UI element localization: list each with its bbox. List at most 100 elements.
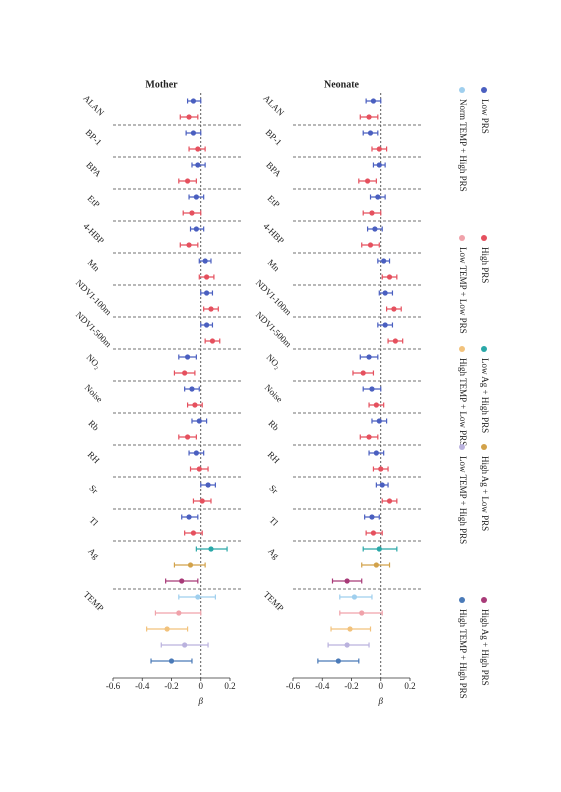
x-tick-label: -0.4 bbox=[315, 681, 330, 691]
group-label: Ag bbox=[266, 546, 281, 561]
point bbox=[184, 434, 191, 440]
point bbox=[367, 130, 374, 136]
point bbox=[373, 562, 379, 568]
x-tick-label: -0.6 bbox=[106, 681, 121, 691]
point bbox=[208, 306, 214, 312]
point bbox=[204, 322, 210, 328]
point bbox=[386, 274, 393, 280]
x-axis-label: β bbox=[378, 696, 384, 706]
point bbox=[370, 98, 377, 104]
group-label: Tl bbox=[87, 515, 100, 528]
point bbox=[367, 242, 374, 248]
point bbox=[184, 354, 191, 360]
legend-label: Norm TEMP + High PRS bbox=[458, 99, 468, 192]
group-label: TEMP bbox=[262, 589, 286, 613]
point bbox=[190, 98, 197, 104]
group-label: NO₂ bbox=[84, 352, 102, 370]
group-label: ALAN bbox=[261, 93, 286, 118]
panel-title: Neonate bbox=[324, 79, 360, 90]
point bbox=[366, 434, 372, 440]
group-label: 4-HBP bbox=[81, 221, 106, 246]
group-label: RH bbox=[266, 449, 282, 465]
point bbox=[376, 162, 382, 168]
legend-label: Low TEMP + Low PRS bbox=[458, 247, 468, 334]
legend-marker bbox=[459, 597, 465, 603]
point bbox=[196, 418, 202, 424]
point bbox=[199, 498, 205, 504]
point bbox=[369, 386, 375, 392]
group-label: TEMP bbox=[82, 589, 106, 613]
point bbox=[351, 594, 358, 600]
x-tick-label: -0.2 bbox=[164, 681, 178, 691]
point bbox=[195, 146, 201, 152]
point bbox=[370, 530, 377, 536]
point bbox=[195, 594, 201, 600]
legend-marker bbox=[481, 597, 487, 603]
group-label: Rb bbox=[266, 418, 281, 433]
point bbox=[344, 642, 350, 648]
point bbox=[359, 610, 365, 616]
group-label: Noise bbox=[83, 382, 105, 404]
legend-marker bbox=[481, 444, 487, 450]
group-label: BPA bbox=[84, 160, 103, 179]
point bbox=[204, 274, 210, 280]
point bbox=[379, 482, 385, 488]
point bbox=[364, 178, 371, 184]
point bbox=[372, 226, 378, 232]
point bbox=[190, 130, 197, 136]
group-label: Rb bbox=[86, 418, 101, 433]
group-label: Noise bbox=[263, 382, 285, 404]
group-label: Ag bbox=[86, 546, 101, 561]
x-tick-label: -0.2 bbox=[344, 681, 358, 691]
point bbox=[366, 114, 372, 120]
point bbox=[208, 546, 214, 552]
legend-marker bbox=[481, 346, 487, 352]
group-label: ALAN bbox=[81, 93, 106, 118]
point bbox=[366, 354, 372, 360]
point bbox=[187, 562, 194, 568]
point bbox=[391, 306, 397, 312]
point bbox=[202, 258, 208, 264]
point bbox=[186, 242, 192, 248]
legend-marker bbox=[459, 444, 465, 450]
point bbox=[378, 466, 384, 472]
group-label: RH bbox=[86, 449, 102, 465]
point bbox=[192, 402, 198, 408]
point bbox=[376, 546, 382, 552]
point bbox=[376, 146, 382, 152]
point bbox=[182, 642, 188, 648]
legend-label: High TEMP + Low PRS bbox=[458, 358, 468, 446]
group-label: Tl bbox=[267, 515, 280, 528]
point bbox=[184, 178, 191, 184]
point bbox=[375, 194, 381, 200]
point bbox=[186, 114, 192, 120]
x-tick-label: 0 bbox=[379, 681, 384, 691]
x-tick-label: 0.2 bbox=[404, 681, 415, 691]
point bbox=[386, 498, 393, 504]
legend-label: High TEMP + High PRS bbox=[458, 609, 468, 699]
point bbox=[193, 450, 199, 456]
group-label: Sr bbox=[87, 483, 100, 496]
group-label: Mn bbox=[266, 257, 282, 273]
x-tick-label: 0.2 bbox=[224, 681, 235, 691]
legend-label: High PRS bbox=[480, 247, 490, 283]
legend-marker bbox=[481, 235, 487, 241]
group-label: BP-1 bbox=[264, 127, 284, 147]
legend-marker bbox=[459, 346, 465, 352]
point bbox=[190, 530, 197, 536]
legend-label: High Ag + Low PRS bbox=[480, 456, 490, 531]
group-label: EtP bbox=[266, 193, 282, 209]
legend-label: Low PRS bbox=[480, 99, 490, 134]
point bbox=[168, 658, 175, 664]
point bbox=[373, 450, 379, 456]
point bbox=[373, 402, 379, 408]
legend-marker bbox=[459, 87, 465, 93]
legend-label: Low Ag + High PRS bbox=[480, 358, 490, 433]
group-label: EtP bbox=[86, 193, 102, 209]
point bbox=[179, 578, 185, 584]
point bbox=[382, 322, 388, 328]
legend-marker bbox=[481, 87, 487, 93]
point bbox=[164, 626, 170, 632]
x-axis-label: β bbox=[198, 696, 204, 706]
